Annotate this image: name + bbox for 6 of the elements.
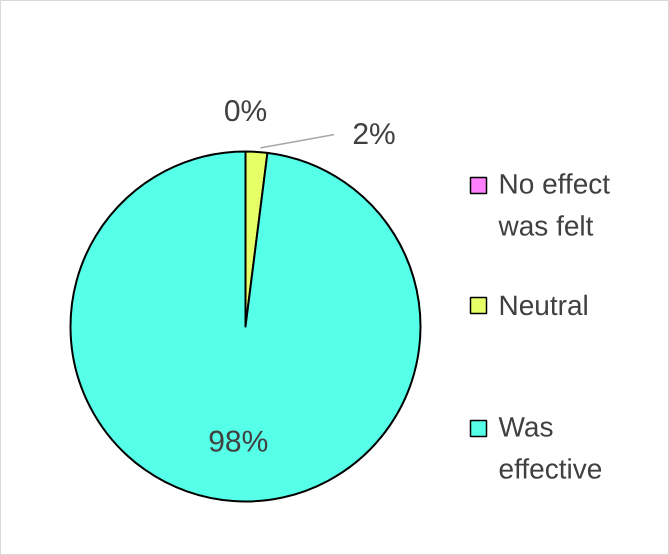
legend-label: Neutral <box>498 290 589 321</box>
data-label: 98% <box>208 425 268 458</box>
data-label: 2% <box>352 118 396 152</box>
text: 0% <box>224 94 268 128</box>
legend-label: Was effective <box>498 412 602 484</box>
legend-label: No effect was felt <box>498 168 610 242</box>
